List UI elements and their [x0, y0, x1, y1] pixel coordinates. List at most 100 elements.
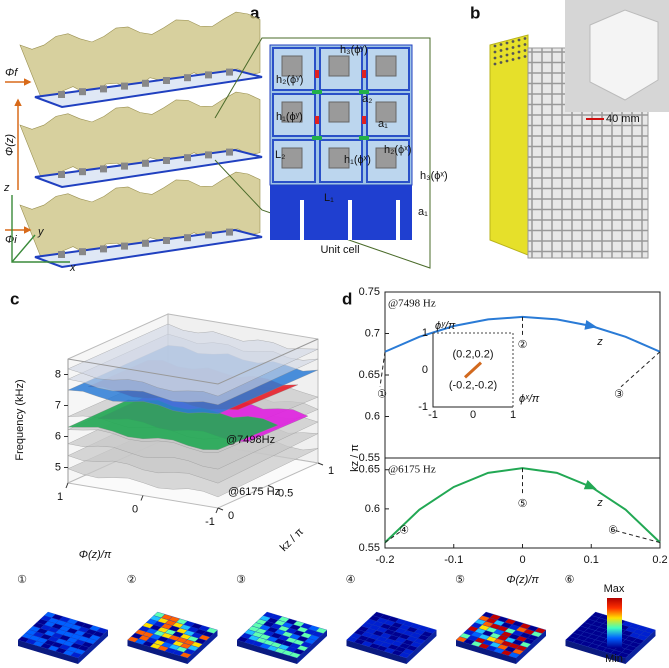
annotation: @6175 Hz — [388, 464, 436, 476]
inset-y-tick-label: 1 — [422, 327, 428, 339]
cube — [79, 88, 86, 96]
leader — [379, 351, 386, 387]
y-tick-label: 1 — [328, 465, 334, 477]
x-tick-label: -0.2 — [376, 554, 395, 566]
tile-side — [516, 630, 546, 664]
slit — [396, 200, 400, 240]
cube — [328, 55, 350, 77]
connector — [359, 136, 369, 140]
hole — [499, 61, 503, 64]
cube — [142, 239, 149, 247]
hole — [523, 55, 527, 58]
x-tick — [140, 495, 144, 501]
zoom-line — [214, 37, 431, 269]
series-label: z — [596, 336, 603, 348]
cell-dimension: h₂(ϕʸ) — [276, 74, 303, 86]
hole — [499, 43, 503, 46]
x-axis-label: Φ(z)/π — [79, 549, 112, 561]
cell-dimension: h₂(ϕˣ) — [384, 144, 411, 156]
leader — [614, 530, 661, 544]
cell-dimension: L₂ — [275, 149, 285, 161]
tile-cell — [643, 627, 656, 634]
inset-x-label: ϕˣ/π — [519, 393, 540, 405]
x-tick-label: 0 — [132, 503, 138, 515]
tile-side — [127, 640, 188, 664]
slit — [300, 200, 304, 240]
point-label: ② — [518, 339, 528, 351]
tile-cell — [315, 627, 328, 634]
tile-side — [187, 630, 218, 664]
y-tick — [217, 507, 224, 511]
cube — [121, 162, 128, 170]
yellow-slab — [489, 34, 529, 256]
y-tick-label: 0.55 — [359, 452, 380, 464]
panel-label: a — [250, 3, 260, 22]
inset-label: (-0.2,-0.2) — [449, 379, 497, 391]
hole — [505, 59, 509, 63]
connector — [312, 136, 322, 140]
cube — [375, 147, 397, 169]
y-tick-label: 0.7 — [365, 327, 380, 339]
hole — [505, 53, 509, 57]
annotation: @7498 Hz — [388, 298, 436, 310]
hole — [523, 43, 527, 46]
phi-label: Φ(z) — [4, 134, 16, 156]
mode-label: ④ — [346, 574, 356, 586]
cube — [163, 157, 170, 164]
y-tick-label: 0.65 — [359, 464, 380, 476]
z-tick-label: 6 — [55, 430, 61, 442]
cell-dimension: a₁ — [418, 206, 428, 218]
tile-cell — [424, 627, 437, 634]
cube — [58, 251, 65, 258]
cube — [328, 147, 350, 169]
hole — [493, 50, 497, 54]
cube — [205, 231, 212, 239]
y-tick-label: 0.6 — [365, 410, 380, 422]
cube — [226, 68, 233, 76]
inset-label: (0.2,0.2) — [453, 349, 494, 361]
hole — [523, 37, 527, 40]
tile-side — [346, 640, 407, 664]
cell-dimension: h₃(ϕˣ) — [420, 170, 448, 182]
cube — [121, 82, 128, 90]
slit — [348, 200, 352, 240]
connector — [315, 116, 319, 124]
cube — [184, 74, 191, 82]
cube — [79, 248, 86, 256]
x-tick — [65, 482, 69, 489]
hole — [505, 47, 509, 51]
hole — [517, 38, 521, 42]
axis-name: y — [37, 226, 45, 238]
cube — [163, 77, 170, 84]
cube — [163, 237, 170, 244]
inset-x-tick-label: -1 — [428, 409, 438, 421]
connector — [359, 90, 369, 94]
direction-arrow — [584, 319, 598, 330]
cube — [142, 79, 149, 87]
mode-label: ② — [127, 574, 137, 586]
panel-label: c — [10, 289, 19, 308]
hole — [517, 56, 521, 60]
leader — [384, 530, 403, 543]
phi-label: Φi — [5, 234, 17, 246]
cube — [375, 101, 397, 123]
cell — [319, 47, 363, 91]
inset-x-tick-label: 0 — [470, 409, 476, 421]
y-tick — [267, 485, 274, 488]
cube — [226, 228, 233, 236]
hole — [493, 56, 497, 60]
mode-label: ① — [17, 574, 27, 586]
z-tick-label: 5 — [55, 461, 61, 473]
cube — [58, 91, 65, 98]
tile-side — [237, 640, 297, 664]
cube — [58, 171, 65, 178]
connector — [362, 70, 366, 78]
hole — [517, 44, 521, 48]
tile-side — [78, 630, 108, 664]
colorbar-min: Min — [605, 653, 623, 665]
cell-dimension: a₁ — [378, 118, 388, 130]
y-tick — [317, 462, 324, 466]
z-tick-label: 8 — [55, 368, 61, 380]
z-tick-label: 7 — [55, 399, 61, 411]
z-axis-label: Frequency (kHz) — [14, 379, 26, 460]
